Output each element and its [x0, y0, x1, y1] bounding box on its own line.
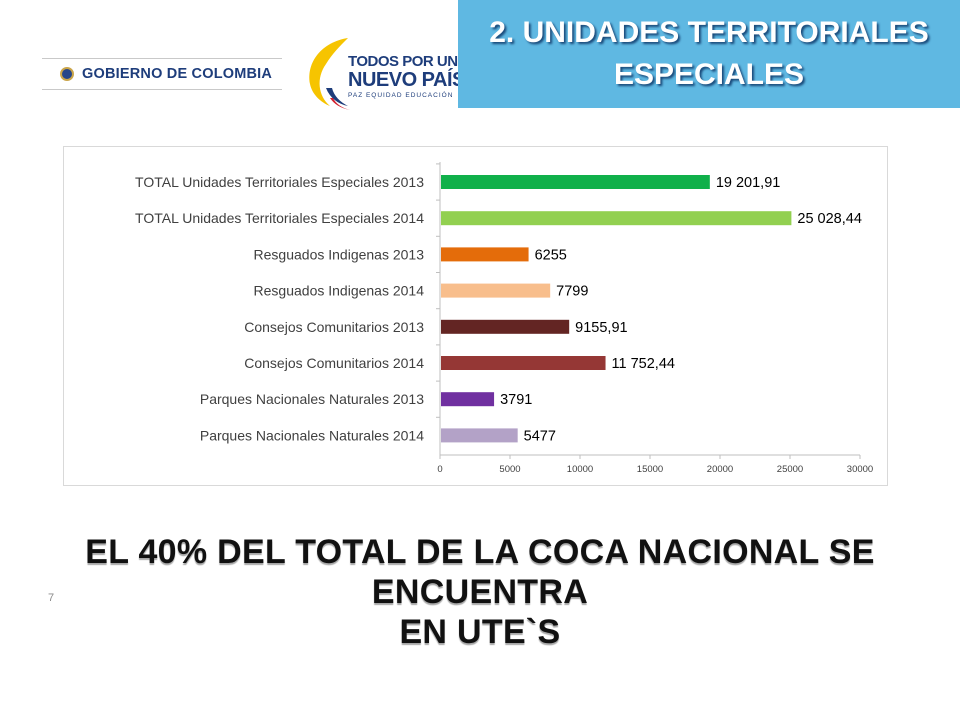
campaign-line-1: TODOS POR UN — [348, 53, 458, 70]
category-label: Resguados Indigenas 2013 — [254, 246, 425, 262]
data-label: 7799 — [556, 284, 588, 300]
title-band: 2. UNIDADES TERRITORIALES ESPECIALES — [458, 0, 960, 108]
bar — [441, 211, 792, 226]
bar — [441, 392, 495, 407]
bar — [441, 319, 570, 334]
headline-line-2: EN UTE`S — [399, 613, 561, 651]
category-label: TOTAL Unidades Territoriales Especiales … — [135, 174, 424, 190]
colombia-seal-icon — [60, 67, 74, 81]
data-label: 5477 — [524, 428, 556, 444]
x-tick-label: 20000 — [707, 464, 733, 475]
category-label: TOTAL Unidades Territoriales Especiales … — [135, 210, 424, 226]
gov-logo-text: GOBIERNO DE COLOMBIA — [82, 66, 273, 82]
bar — [441, 175, 710, 189]
x-tick-label: 10000 — [567, 464, 593, 475]
page-number: 7 — [48, 592, 55, 604]
data-label: 3791 — [500, 392, 532, 408]
bar-chart: TOTAL Unidades Territoriales Especiales … — [63, 146, 888, 486]
x-tick-label: 0 — [437, 464, 442, 475]
slide-title: 2. UNIDADES TERRITORIALES ESPECIALES — [458, 12, 960, 96]
category-label: Resguados Indigenas 2014 — [254, 283, 425, 299]
x-tick-label: 5000 — [499, 464, 520, 475]
slide-title-line-2: ESPECIALES — [613, 58, 805, 91]
data-label: 25 028,44 — [797, 211, 862, 227]
category-label: Parques Nacionales Naturales 2014 — [200, 427, 424, 443]
todos-por-un-nuevo-pais-logo: TODOS POR UN NUEVO PAÍS PAZ EQUIDAD EDUC… — [300, 32, 465, 112]
data-label: 11 752,44 — [612, 356, 675, 372]
x-tick-label: 15000 — [637, 464, 663, 475]
x-tick-label: 25000 — [777, 464, 803, 475]
data-label: 9155,91 — [575, 320, 627, 336]
data-label: 19 201,91 — [716, 175, 781, 191]
category-label: Parques Nacionales Naturales 2013 — [200, 391, 424, 407]
bar — [441, 356, 606, 370]
bar — [441, 247, 529, 262]
headline-line-1: EL 40% DEL TOTAL DE LA COCA NACIONAL SE … — [85, 533, 875, 611]
bar — [441, 428, 518, 443]
bar-chart-svg: TOTAL Unidades Territoriales Especiales … — [135, 162, 873, 475]
category-label: Consejos Comunitarios 2013 — [244, 319, 424, 335]
campaign-tagline: PAZ EQUIDAD EDUCACIÓN — [348, 92, 454, 99]
gobierno-de-colombia-logo: GOBIERNO DE COLOMBIA — [42, 58, 282, 90]
data-label: 6255 — [535, 247, 567, 263]
headline: EL 40% DEL TOTAL DE LA COCA NACIONAL SE … — [20, 532, 940, 652]
slide-title-line-1: 2. UNIDADES TERRITORIALES — [489, 16, 929, 49]
bar — [441, 283, 551, 298]
campaign-line-2: NUEVO PAÍS — [348, 69, 465, 91]
category-label: Consejos Comunitarios 2014 — [244, 355, 424, 371]
x-tick-label: 30000 — [847, 464, 873, 475]
colombia-swoosh-icon — [309, 38, 350, 110]
